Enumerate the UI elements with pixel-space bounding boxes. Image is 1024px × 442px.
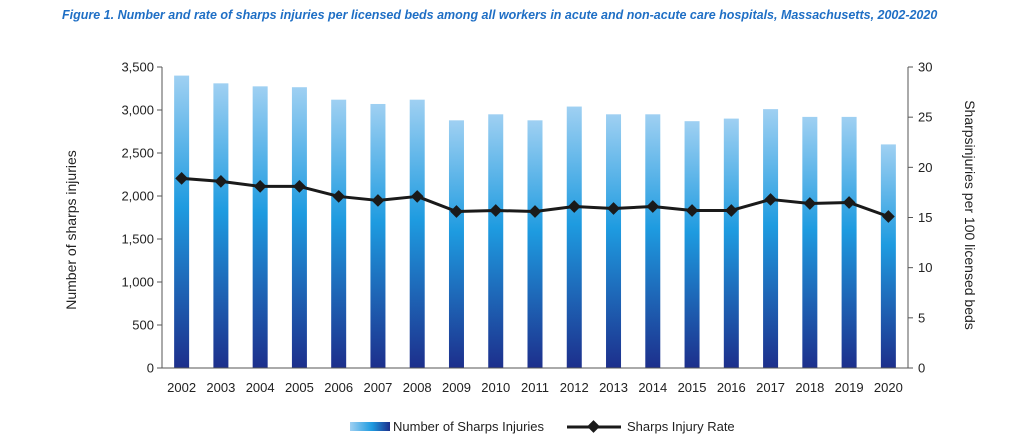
x-tick-label: 2003	[206, 380, 235, 395]
left-tick-label: 0	[147, 361, 154, 376]
bar	[684, 121, 700, 369]
bar	[606, 114, 622, 368]
rate-point	[175, 172, 188, 185]
legend-line-marker	[587, 420, 600, 433]
rate-point	[214, 175, 228, 188]
bar	[331, 99, 347, 369]
x-tick-label: 2010	[481, 380, 510, 395]
bar-series	[174, 75, 896, 369]
x-axis-ticks: 2002 2003 2004 2005 2006 2007 2008 2009 2010 2011…	[167, 380, 903, 395]
x-tick-label: 2008	[403, 380, 432, 395]
y-axis-title: Number of sharps injuries	[63, 150, 79, 310]
x-tick-label: 2005	[285, 380, 314, 395]
chart-title: Figure 1. Number and rate of sharps inju…	[62, 8, 938, 22]
right-tick-label: 15	[918, 210, 932, 225]
rate-point	[332, 190, 346, 203]
x-tick-label: 2014	[638, 380, 667, 395]
bar	[488, 114, 504, 368]
x-tick-label: 2002	[167, 380, 196, 395]
left-tick-label: 1,500	[121, 232, 154, 247]
right-tick-label: 25	[918, 110, 932, 125]
left-tick-label: 2,500	[121, 146, 154, 161]
rate-point	[371, 194, 385, 207]
x-tick-label: 2011	[521, 380, 549, 395]
x-tick-label: 2020	[874, 380, 903, 395]
y2-axis-title: Sharpsinjuries per 100 licensed beds	[962, 100, 978, 330]
left-tick-label: 2,000	[121, 189, 154, 204]
right-tick-label: 20	[918, 160, 932, 175]
rate-point	[253, 180, 267, 193]
x-tick-label: 2004	[246, 380, 275, 395]
left-tick-label: 3,000	[121, 103, 154, 118]
x-tick-label: 2009	[442, 380, 471, 395]
bar	[174, 75, 190, 368]
x-tick-label: 2006	[324, 380, 353, 395]
bar	[370, 103, 386, 368]
left-tick-label: 500	[132, 318, 154, 333]
bar	[213, 83, 229, 368]
bar	[802, 116, 818, 368]
rate-point	[410, 190, 424, 203]
right-tick-label: 5	[918, 310, 925, 325]
right-tick-label: 0	[918, 361, 925, 376]
bar	[409, 99, 425, 369]
left-axis-ticks: 0 500 1,000 1,500 2,000 2,500 3,000 3,500	[121, 60, 162, 376]
x-tick-label: 2019	[835, 380, 864, 395]
bar	[566, 106, 582, 368]
bar	[645, 114, 661, 368]
x-tick-label: 2016	[717, 380, 746, 395]
x-tick-label: 2013	[599, 380, 628, 395]
bar	[763, 109, 779, 368]
left-tick-label: 1,000	[121, 275, 154, 290]
rate-point	[293, 180, 306, 193]
x-tick-label: 2018	[795, 380, 824, 395]
x-tick-label: 2007	[363, 380, 392, 395]
legend-bar-swatch	[350, 422, 390, 431]
right-tick-label: 30	[918, 60, 932, 75]
x-tick-label: 2015	[678, 380, 707, 395]
x-tick-label: 2012	[560, 380, 589, 395]
bar	[448, 120, 464, 368]
rate-point	[450, 205, 463, 218]
legend-bar-label: Number of Sharps Injuries	[393, 419, 545, 434]
bar	[880, 144, 896, 368]
bar	[291, 87, 307, 369]
right-axis-ticks: 0 5 10 15 20 25 30	[908, 60, 932, 376]
bar	[252, 86, 268, 368]
bar	[841, 116, 857, 368]
left-tick-label: 3,500	[121, 60, 154, 75]
bar	[723, 118, 739, 368]
legend-line-label: Sharps Injury Rate	[627, 419, 735, 434]
right-tick-label: 10	[918, 260, 932, 275]
rate-point	[489, 204, 503, 217]
legend: Number of Sharps Injuries Sharps Injury …	[350, 419, 735, 434]
x-tick-label: 2017	[756, 380, 785, 395]
bar	[527, 120, 543, 368]
